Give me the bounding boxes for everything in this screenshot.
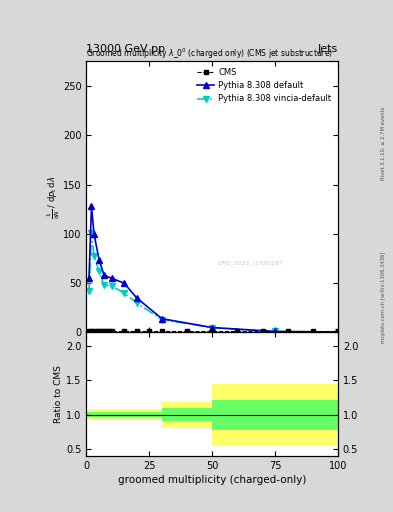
Pythia 8.308 default: [336, 329, 340, 335]
Pythia 8.308 vincia-default: [109, 283, 114, 289]
Text: CMS_2021_I1920187: CMS_2021_I1920187: [217, 261, 283, 266]
Pythia 8.308 default: [86, 275, 91, 282]
CMS: [310, 328, 315, 334]
X-axis label: groomed multiplicity (charged-only): groomed multiplicity (charged-only): [118, 475, 307, 485]
Text: mcplots.cern.ch [arXiv:1306.3436]: mcplots.cern.ch [arXiv:1306.3436]: [381, 251, 386, 343]
CMS: [86, 328, 91, 334]
CMS: [99, 328, 104, 334]
CMS: [92, 328, 96, 334]
CMS: [336, 328, 340, 334]
Legend: CMS, Pythia 8.308 default, Pythia 8.308 vincia-default: CMS, Pythia 8.308 default, Pythia 8.308 …: [195, 66, 334, 106]
Y-axis label: $\frac{1}{\mathrm{d}N}$ / $\mathrm{d}p_\mathrm{t}\,\mathrm{d}\lambda$: $\frac{1}{\mathrm{d}N}$ / $\mathrm{d}p_\…: [45, 175, 62, 219]
Pythia 8.308 default: [134, 295, 139, 301]
CMS: [109, 328, 114, 334]
Text: Groomed multiplicity $\lambda\_0^0$ (charged only) (CMS jet substructure): Groomed multiplicity $\lambda\_0^0$ (cha…: [86, 47, 334, 61]
Y-axis label: Ratio to CMS: Ratio to CMS: [55, 365, 63, 423]
Pythia 8.308 vincia-default: [86, 288, 91, 294]
Line: Pythia 8.308 default: Pythia 8.308 default: [86, 204, 341, 335]
Pythia 8.308 default: [89, 203, 94, 209]
Pythia 8.308 vincia-default: [92, 252, 96, 259]
Pythia 8.308 default: [160, 315, 164, 322]
Pythia 8.308 vincia-default: [102, 282, 107, 288]
CMS: [235, 328, 240, 334]
Pythia 8.308 vincia-default: [160, 316, 164, 323]
Line: Pythia 8.308 vincia-default: Pythia 8.308 vincia-default: [86, 230, 341, 335]
Pythia 8.308 default: [210, 325, 215, 331]
CMS: [147, 328, 152, 334]
Line: CMS: CMS: [87, 328, 340, 333]
CMS: [107, 328, 112, 334]
CMS: [122, 328, 127, 334]
CMS: [210, 328, 215, 334]
Pythia 8.308 default: [122, 280, 127, 286]
Pythia 8.308 default: [102, 272, 107, 279]
Text: Rivet 3.1.10, ≥ 2.7M events: Rivet 3.1.10, ≥ 2.7M events: [381, 106, 386, 180]
CMS: [134, 328, 139, 334]
CMS: [160, 328, 164, 334]
Pythia 8.308 vincia-default: [97, 268, 101, 274]
Pythia 8.308 vincia-default: [134, 300, 139, 306]
Text: 13000 GeV pp: 13000 GeV pp: [86, 44, 165, 54]
CMS: [97, 328, 101, 334]
Pythia 8.308 vincia-default: [210, 325, 215, 331]
Pythia 8.308 default: [109, 275, 114, 282]
Pythia 8.308 vincia-default: [89, 230, 94, 236]
CMS: [89, 328, 94, 334]
CMS: [185, 328, 189, 334]
CMS: [285, 328, 290, 334]
CMS: [104, 328, 109, 334]
Pythia 8.308 vincia-default: [336, 329, 340, 335]
CMS: [94, 328, 99, 334]
Text: Jets: Jets: [318, 44, 338, 54]
Pythia 8.308 vincia-default: [122, 290, 127, 296]
Pythia 8.308 default: [273, 328, 277, 334]
CMS: [102, 328, 107, 334]
Pythia 8.308 default: [97, 257, 101, 263]
CMS: [260, 328, 265, 334]
Pythia 8.308 vincia-default: [273, 328, 277, 334]
Pythia 8.308 default: [92, 231, 96, 237]
